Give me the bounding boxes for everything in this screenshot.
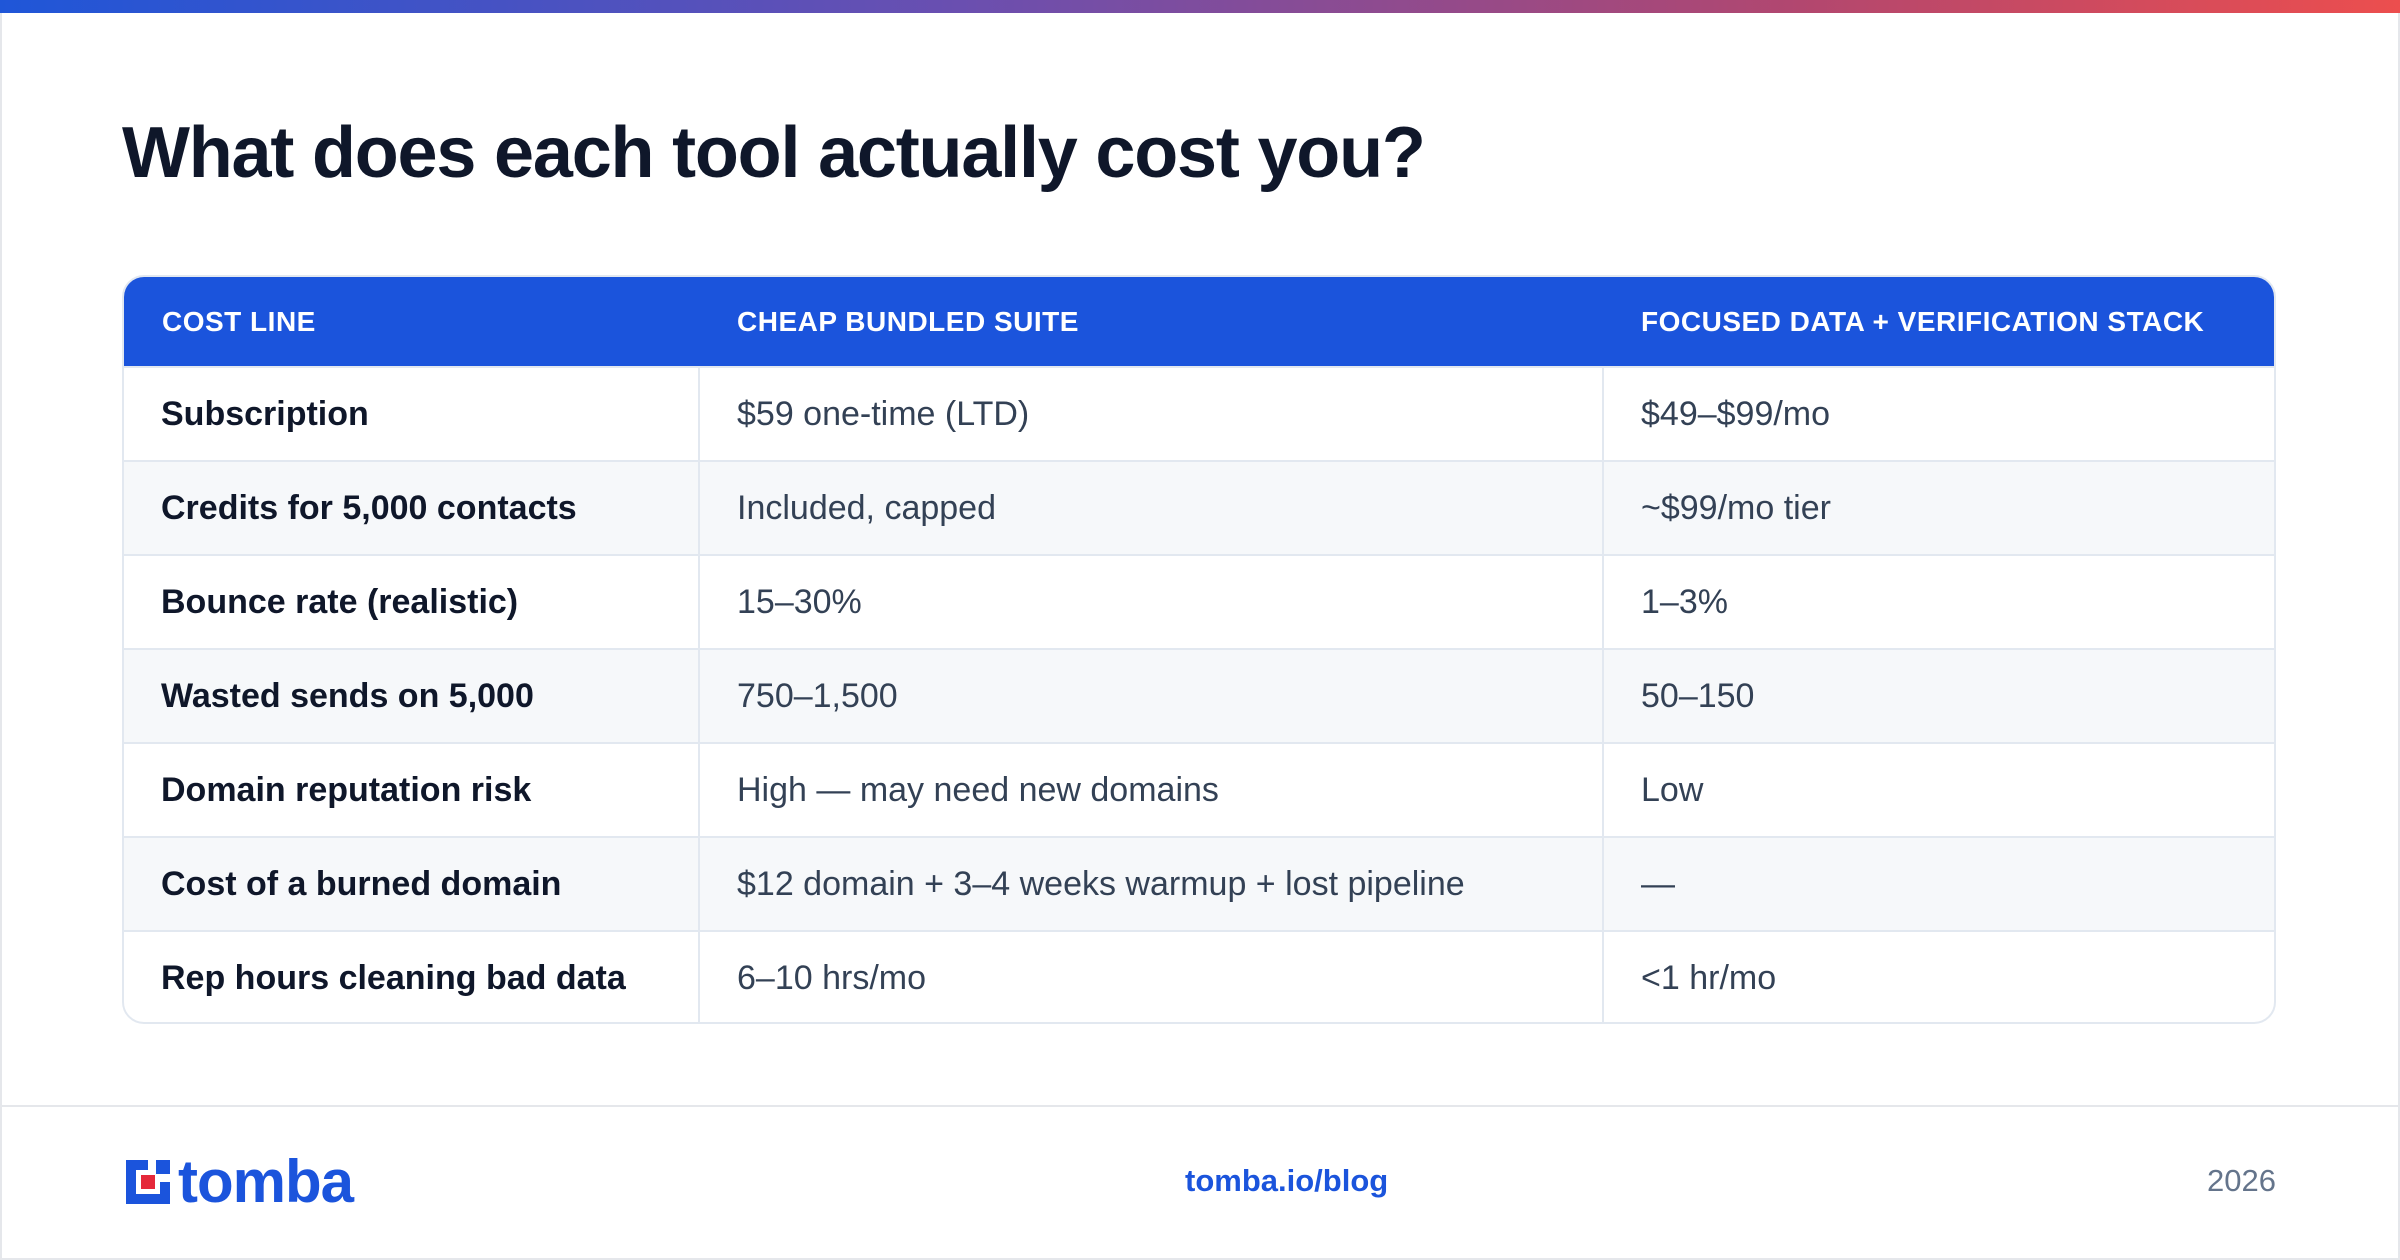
focused-stack-value: — xyxy=(1602,837,2274,931)
cheap-suite-value: 6–10 hrs/mo xyxy=(698,931,1603,1022)
table-row: Cost of a burned domain $12 domain + 3–4… xyxy=(124,837,2274,931)
cost-comparison-table: COST LINE CHEAP BUNDLED SUITE FOCUSED DA… xyxy=(122,275,2276,1024)
table-row: Subscription $59 one-time (LTD) $49–$99/… xyxy=(124,367,2274,461)
cheap-suite-value: $12 domain + 3–4 weeks warmup + lost pip… xyxy=(698,837,1603,931)
focused-stack-value: Low xyxy=(1602,743,2274,837)
row-label: Subscription xyxy=(161,394,369,433)
focused-stack-value: ~$99/mo tier xyxy=(1602,461,2274,555)
row-label: Bounce rate (realistic) xyxy=(161,582,519,621)
blog-link[interactable]: tomba.io/blog xyxy=(1185,1163,1389,1198)
footer-year: 2026 xyxy=(2207,1163,2276,1198)
focused-stack-value: 50–150 xyxy=(1602,649,2274,743)
row-label: Cost of a burned domain xyxy=(161,864,562,903)
table-row: Bounce rate (realistic) 15–30% 1–3% xyxy=(124,555,2274,649)
table-row: Wasted sends on 5,000 750–1,500 50–150 xyxy=(124,649,2274,743)
row-label: Credits for 5,000 contacts xyxy=(161,488,577,527)
table-header-row: COST LINE CHEAP BUNDLED SUITE FOCUSED DA… xyxy=(124,277,2274,367)
header-cheap-bundled-suite: CHEAP BUNDLED SUITE xyxy=(737,305,1079,337)
table-row: Domain reputation risk High — may need n… xyxy=(124,743,2274,837)
tomba-logo-icon xyxy=(126,1160,170,1204)
cheap-suite-value: 15–30% xyxy=(698,555,1603,649)
cheap-suite-value: 750–1,500 xyxy=(698,649,1603,743)
row-label: Wasted sends on 5,000 xyxy=(161,676,534,715)
header-focused-stack: FOCUSED DATA + VERIFICATION STACK xyxy=(1641,305,2205,337)
cheap-suite-value: High — may need new domains xyxy=(698,743,1603,837)
page-title: What does each tool actually cost you? xyxy=(122,113,1426,193)
focused-stack-value: <1 hr/mo xyxy=(1602,931,2274,1022)
table-row: Rep hours cleaning bad data 6–10 hrs/mo … xyxy=(124,931,2274,1022)
row-label: Domain reputation risk xyxy=(161,770,532,809)
tomba-logo[interactable]: tomba xyxy=(122,1148,354,1215)
cheap-suite-value: $59 one-time (LTD) xyxy=(698,367,1603,461)
logo-wordmark: tomba xyxy=(178,1148,354,1215)
focused-stack-value: $49–$99/mo xyxy=(1602,367,2274,461)
header-cost-line: COST LINE xyxy=(162,305,316,337)
top-gradient-bar xyxy=(0,0,2400,13)
focused-stack-value: 1–3% xyxy=(1602,555,2274,649)
table-row: Credits for 5,000 contacts Included, cap… xyxy=(124,461,2274,555)
footer-divider xyxy=(0,1105,2400,1107)
cheap-suite-value: Included, capped xyxy=(698,461,1603,555)
row-label: Rep hours cleaning bad data xyxy=(161,959,626,997)
